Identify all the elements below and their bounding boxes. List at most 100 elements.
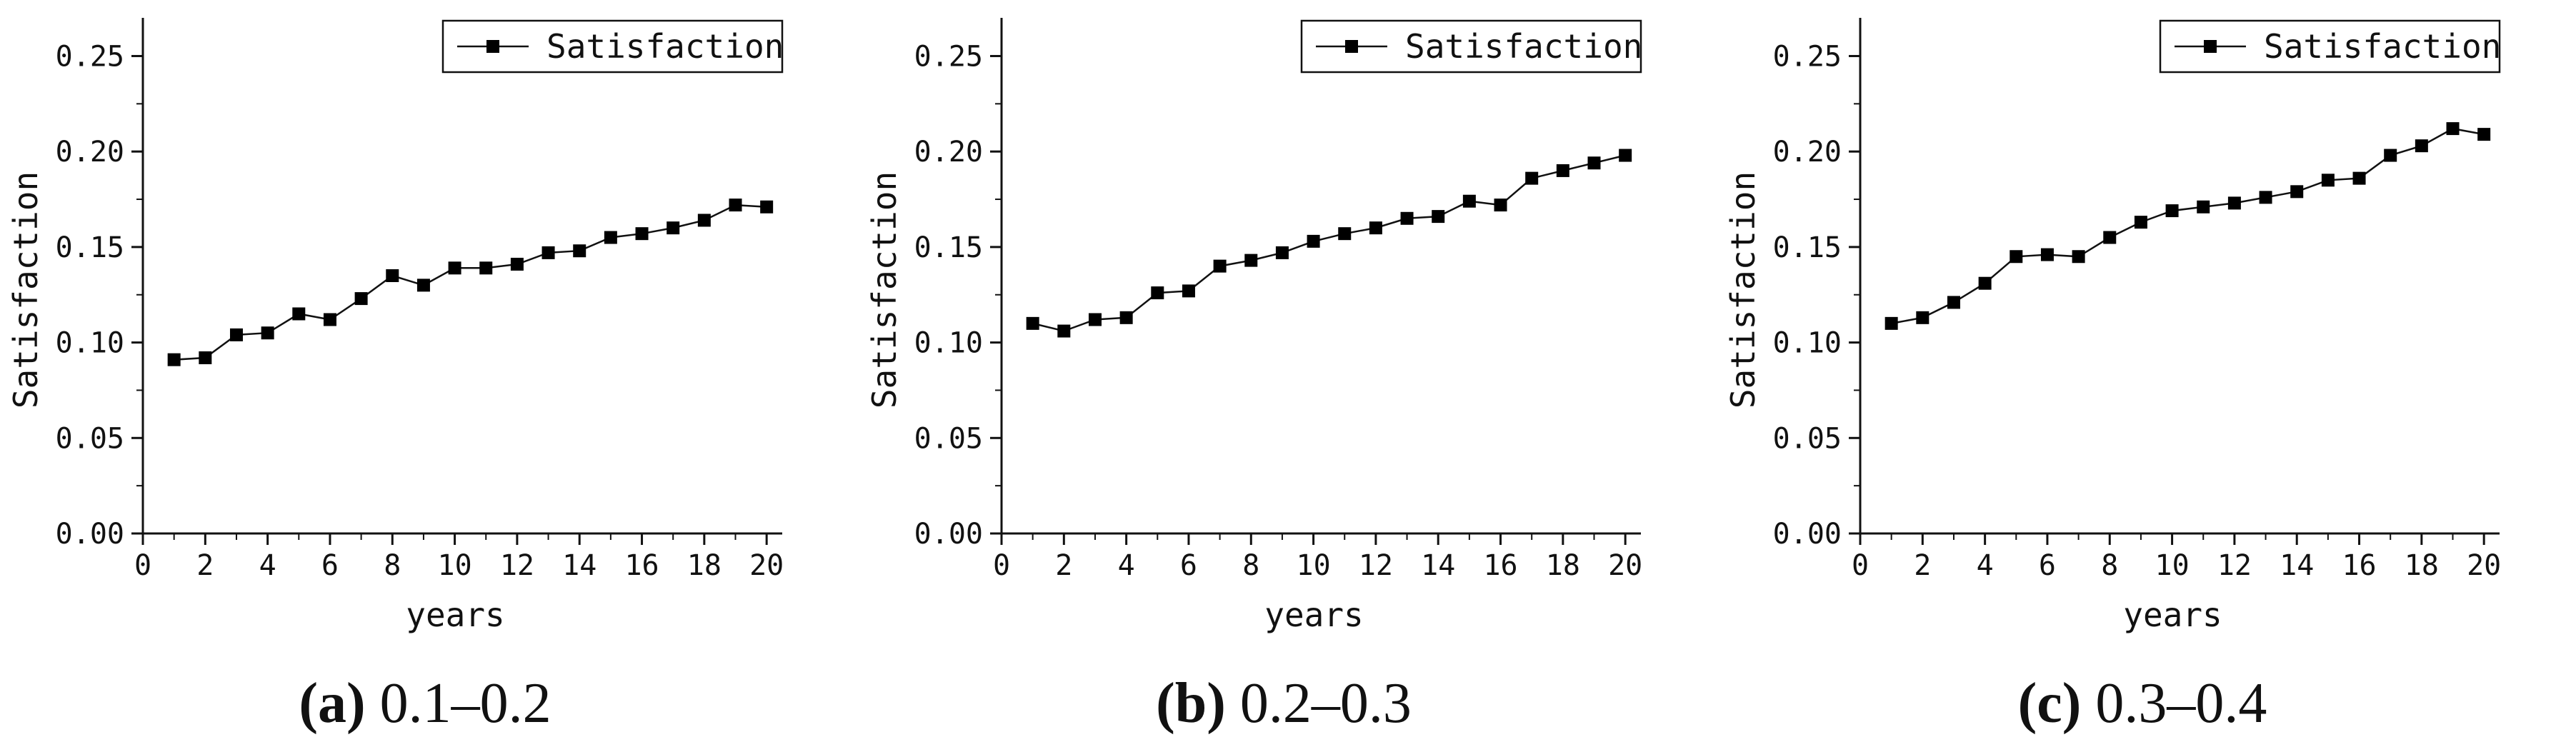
legend-marker xyxy=(1345,40,1358,53)
y-tick-label: 0.25 xyxy=(914,40,983,73)
y-tick-label: 0.05 xyxy=(914,422,983,455)
x-tick-label: 8 xyxy=(2101,549,2118,582)
data-point xyxy=(1884,316,1898,330)
data-point xyxy=(1947,296,1960,309)
data-point xyxy=(1026,316,1039,330)
x-tick-label: 2 xyxy=(1914,549,1931,582)
data-point xyxy=(2227,196,2241,210)
data-point xyxy=(1525,171,1539,185)
data-point xyxy=(1400,211,1414,225)
data-point xyxy=(416,279,430,292)
legend-marker xyxy=(486,40,499,53)
x-tick-label: 4 xyxy=(259,549,276,582)
x-tick-label: 16 xyxy=(624,549,659,582)
legend-label: Satisfaction xyxy=(1405,27,1642,66)
data-point xyxy=(479,261,493,275)
data-point xyxy=(1916,311,1929,324)
x-tick-label: 4 xyxy=(1118,549,1135,582)
data-point xyxy=(510,257,524,271)
caption-b-text: 0.2–0.3 xyxy=(1239,672,1412,735)
data-point xyxy=(1182,284,1195,298)
x-tick-label: 8 xyxy=(384,549,401,582)
data-point xyxy=(229,328,243,341)
y-tick-label: 0.00 xyxy=(914,518,983,551)
data-point xyxy=(448,261,461,275)
y-tick-label: 0.00 xyxy=(56,518,124,551)
data-point xyxy=(1088,313,1102,326)
x-tick-label: 10 xyxy=(1296,549,1330,582)
data-point xyxy=(697,214,711,227)
x-tick-label: 16 xyxy=(1483,549,1517,582)
x-tick-label: 0 xyxy=(1852,549,1869,582)
data-point xyxy=(1369,221,1382,235)
data-point xyxy=(2134,216,2147,229)
y-tick-label: 0.15 xyxy=(1773,231,1842,264)
data-point xyxy=(2321,174,2335,187)
caption-c-text: 0.3–0.4 xyxy=(2095,672,2267,735)
caption-b-label: (b) xyxy=(1156,672,1226,735)
data-point xyxy=(760,200,774,214)
chart-panel-b: 0 2 4 6 8 10 12 14 16 18 20 0.00 0.05 0.10 0.15 0.20 0.2… xyxy=(859,0,1717,752)
data-point xyxy=(1432,210,1445,224)
data-point xyxy=(1151,286,1164,300)
x-tick-label: 6 xyxy=(2039,549,2056,582)
x-tick-label: 12 xyxy=(1359,549,1393,582)
data-point xyxy=(2072,250,2085,264)
x-axis-label: years xyxy=(1264,596,1363,634)
data-point xyxy=(635,227,649,241)
x-tick-label: 8 xyxy=(1242,549,1259,582)
data-point xyxy=(323,313,336,326)
data-point xyxy=(1494,199,1507,212)
data-point xyxy=(1338,227,1352,241)
x-tick-label: 14 xyxy=(1421,549,1455,582)
data-point xyxy=(1462,194,1476,208)
data-point xyxy=(1619,149,1632,162)
x-tick-label: 0 xyxy=(993,549,1010,582)
x-axis-label: years xyxy=(2123,596,2222,634)
y-tick-label: 0.25 xyxy=(56,40,124,73)
x-tick-label: 20 xyxy=(1608,549,1642,582)
chart-a-svg: 0 2 4 6 8 10 12 14 16 18 20 0.00 0.05 0.10 0.15 0.20 0.2… xyxy=(6,18,784,634)
y-tick-label: 0.20 xyxy=(56,136,124,169)
data-point xyxy=(1213,259,1227,273)
chart-panel-a: 0 2 4 6 8 10 12 14 16 18 20 0.00 0.05 0.10 0.15 0.20 0.2… xyxy=(0,0,859,752)
x-tick-label: 6 xyxy=(321,549,339,582)
x-tick-label: 2 xyxy=(1055,549,1072,582)
data-point xyxy=(541,246,555,259)
x-tick-label: 18 xyxy=(2405,549,2439,582)
y-tick-label: 0.15 xyxy=(56,231,124,264)
data-point xyxy=(2197,200,2210,214)
y-tick-label: 0.20 xyxy=(914,136,983,169)
data-point xyxy=(2477,128,2491,141)
data-point xyxy=(354,292,368,306)
data-point xyxy=(2010,250,2023,264)
caption-c-label: (c) xyxy=(2017,672,2082,735)
x-axis-label: years xyxy=(406,596,504,634)
data-point xyxy=(261,326,274,340)
data-point xyxy=(1275,246,1289,259)
data-point xyxy=(386,269,399,282)
x-tick-label: 14 xyxy=(2280,549,2314,582)
legend-label: Satisfaction xyxy=(2264,27,2501,66)
caption-a-text: 0.1–0.2 xyxy=(379,672,551,735)
x-tick-label: 4 xyxy=(1977,549,1994,582)
x-tick-label: 20 xyxy=(2467,549,2501,582)
data-point xyxy=(1587,156,1601,170)
data-point xyxy=(199,351,212,364)
chart-b-svg: 0 2 4 6 8 10 12 14 16 18 20 0.00 0.05 0.10 0.15 0.20 0.2… xyxy=(865,18,1642,634)
caption-a-label: (a) xyxy=(299,672,366,735)
x-tick-label: 0 xyxy=(134,549,151,582)
data-point xyxy=(2040,248,2054,261)
data-point xyxy=(2259,191,2272,204)
legend-label: Satisfaction xyxy=(546,27,784,66)
data-point xyxy=(2384,149,2397,162)
x-tick-label: 16 xyxy=(2342,549,2376,582)
y-axis-label: Satisfaction xyxy=(1724,171,1762,408)
y-tick-label: 0.05 xyxy=(1773,422,1842,455)
legend-marker xyxy=(2204,40,2217,53)
data-point xyxy=(573,244,586,258)
data-point xyxy=(1244,254,1258,267)
x-tick-label: 14 xyxy=(562,549,596,582)
data-point xyxy=(1307,234,1320,248)
x-tick-label: 10 xyxy=(2155,549,2189,582)
